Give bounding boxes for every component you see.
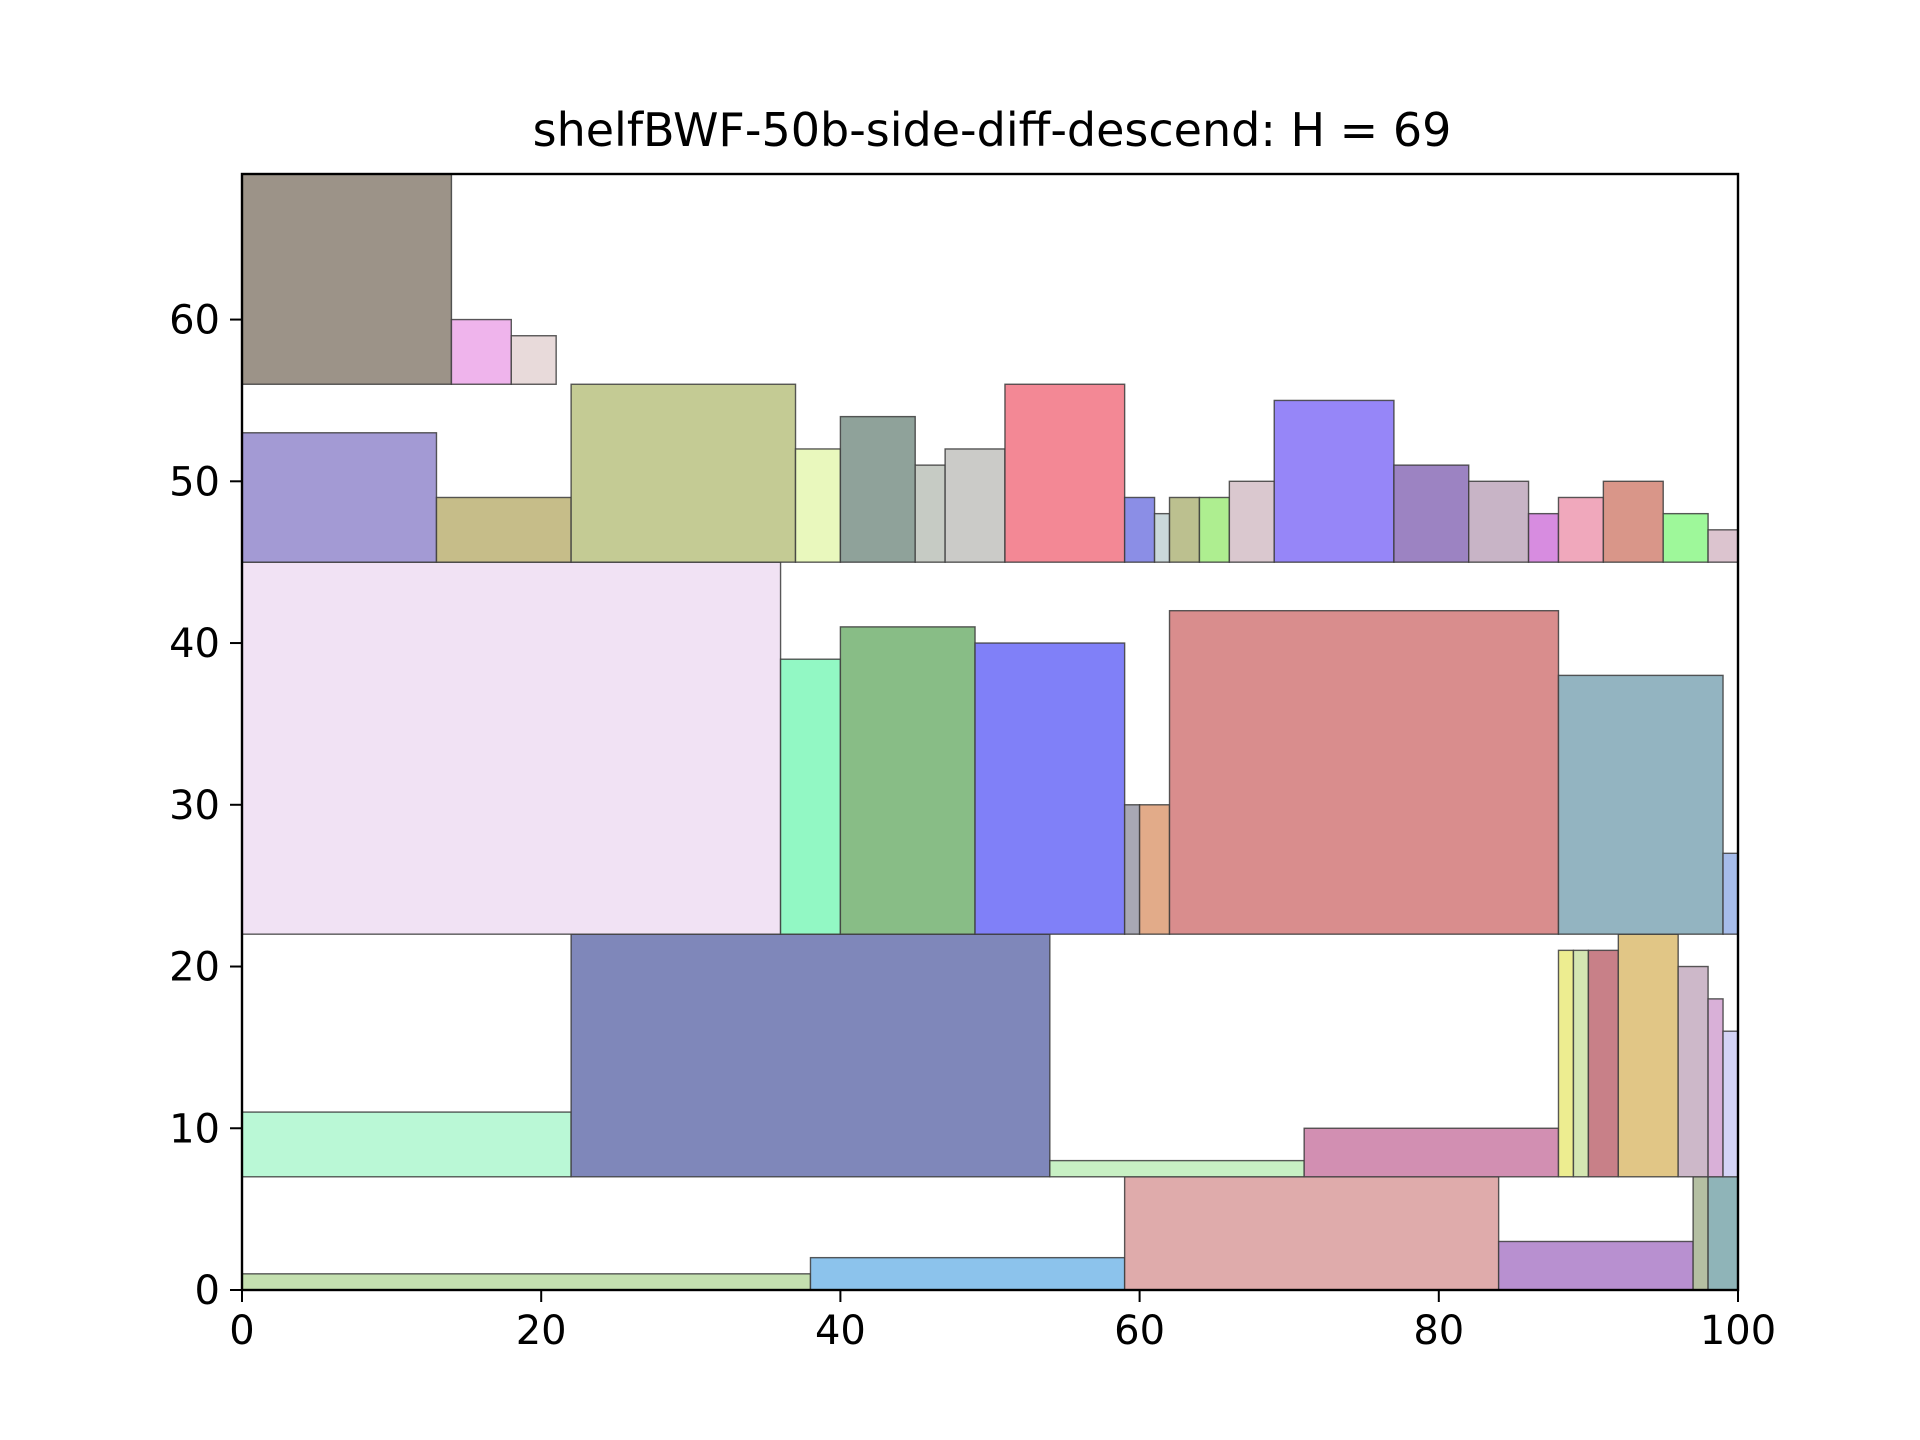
packed-rectangle [1123, 1176, 1500, 1291]
packed-rectangle [1662, 512, 1709, 563]
x-tick-label: 80 [1413, 1308, 1464, 1354]
packed-rectangle [1572, 949, 1590, 1178]
packed-rectangle [1123, 496, 1156, 563]
packed-rectangle [1722, 852, 1739, 935]
packed-rectangle [1273, 399, 1395, 563]
x-tick-label: 20 [516, 1308, 567, 1354]
packed-rectangle [1557, 949, 1575, 1178]
packed-rectangle [1198, 496, 1231, 563]
packed-rectangle [1707, 998, 1724, 1178]
packed-rectangle [1557, 496, 1605, 563]
packed-rectangle [914, 464, 946, 563]
packed-rectangle [1557, 674, 1724, 935]
packed-rectangle [1393, 464, 1470, 563]
x-tick-label: 0 [229, 1308, 254, 1354]
plot-frame [240, 172, 1740, 1292]
packed-rectangle [570, 383, 797, 563]
packed-rectangle [839, 626, 976, 935]
packed-rectangle [510, 335, 557, 385]
packed-rectangle [241, 432, 438, 563]
y-tick-label: 40 [169, 621, 220, 667]
packed-rectangle [1497, 1240, 1694, 1291]
packed-rectangle [1692, 1176, 1709, 1291]
packed-rectangle [1138, 804, 1171, 935]
x-tick-label: 100 [1700, 1308, 1776, 1354]
rectangles-layer [241, 173, 1739, 1291]
packed-rectangle [944, 448, 1006, 563]
packed-rectangle [1168, 609, 1560, 935]
packed-rectangle [839, 415, 916, 563]
x-tick-label: 40 [815, 1308, 866, 1354]
packed-rectangle [1153, 512, 1171, 563]
chart-title: shelfBWF-50b-side-diff-descend: H = 69 [533, 103, 1452, 157]
packed-rectangle [779, 658, 842, 935]
packed-rectangle [450, 318, 512, 385]
axes-layer: 0 20 40 60 80 100 0 10 20 30 40 50 60 [169, 172, 1776, 1354]
y-tick-label: 30 [169, 783, 220, 829]
packed-rectangle [241, 561, 782, 935]
packed-rectangle [1228, 480, 1275, 563]
packed-rectangle [794, 448, 842, 563]
packed-rectangle [1677, 965, 1709, 1178]
packed-rectangle [809, 1256, 1126, 1291]
packed-rectangle [1707, 529, 1739, 563]
packed-rectangle [1123, 804, 1141, 935]
packed-rectangle [1468, 480, 1530, 563]
y-tick-label: 60 [169, 298, 220, 344]
packed-rectangle [1004, 383, 1126, 563]
packed-rectangle [974, 642, 1126, 935]
y-tick-label: 0 [195, 1268, 220, 1314]
packed-rectangle [1617, 933, 1679, 1178]
packed-rectangle [1707, 1176, 1739, 1291]
x-tick-label: 60 [1114, 1308, 1165, 1354]
packed-rectangle [1527, 512, 1560, 563]
packed-rectangle [1049, 1159, 1305, 1178]
packed-rectangle [570, 933, 1051, 1178]
packed-rectangle [241, 173, 453, 385]
packed-rectangle [1168, 496, 1201, 563]
y-tick-label: 20 [169, 945, 220, 991]
packed-rectangle [435, 496, 572, 563]
packed-rectangle [241, 1111, 572, 1178]
y-tick-label: 10 [169, 1106, 220, 1152]
y-tick-label: 50 [169, 459, 220, 505]
packed-rectangle [1602, 480, 1664, 563]
packed-rectangle [1303, 1127, 1560, 1178]
packed-rectangle [1722, 1030, 1739, 1178]
packed-rectangle [1587, 949, 1620, 1178]
packed-rectangle [241, 1273, 812, 1291]
